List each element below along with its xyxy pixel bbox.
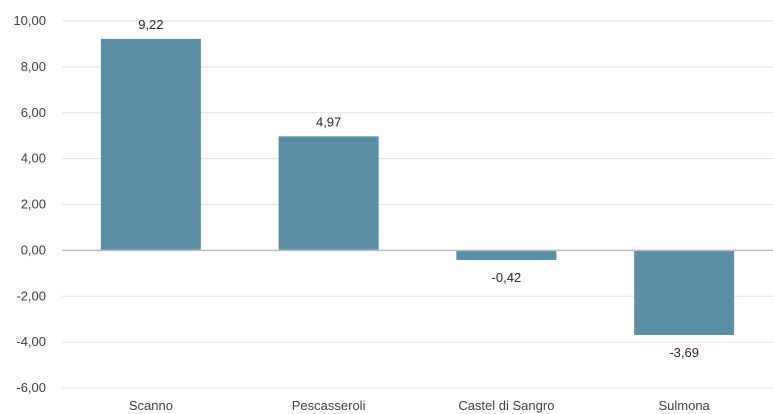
y-tick-label: 10,00 [13, 13, 46, 28]
y-tick-label: -2,00 [16, 288, 46, 303]
bar [456, 250, 557, 261]
y-tick-label: 0,00 [21, 242, 46, 257]
y-tick-label: 6,00 [21, 105, 46, 120]
category-label: Sulmona [658, 398, 710, 413]
data-label: -0,42 [492, 270, 522, 285]
y-tick-label: -6,00 [16, 380, 46, 395]
bar [634, 250, 735, 336]
data-labels: 9,22 4,97 -0,42 -3,69 [138, 17, 699, 360]
y-tick-label: -4,00 [16, 334, 46, 349]
category-label: Castel di Sangro [458, 398, 554, 413]
bar [278, 136, 379, 251]
y-tick-label: 8,00 [21, 59, 46, 74]
bars [100, 38, 735, 336]
bar [100, 38, 201, 251]
y-tick-label: 2,00 [21, 197, 46, 212]
y-tick-label: 4,00 [21, 151, 46, 166]
data-label: 9,22 [138, 17, 163, 32]
category-label: Pescasseroli [292, 398, 366, 413]
x-axis-category-labels: Scanno Pescasseroli Castel di Sangro Sulmon… [129, 398, 711, 413]
data-label: -3,69 [669, 345, 699, 360]
category-label: Scanno [129, 398, 173, 413]
y-axis-tick-labels: 10,00 8,00 6,00 4,00 2,00 0,00 -2,00 -4,00 -6,00 [13, 13, 46, 395]
data-label: 4,97 [316, 114, 341, 129]
